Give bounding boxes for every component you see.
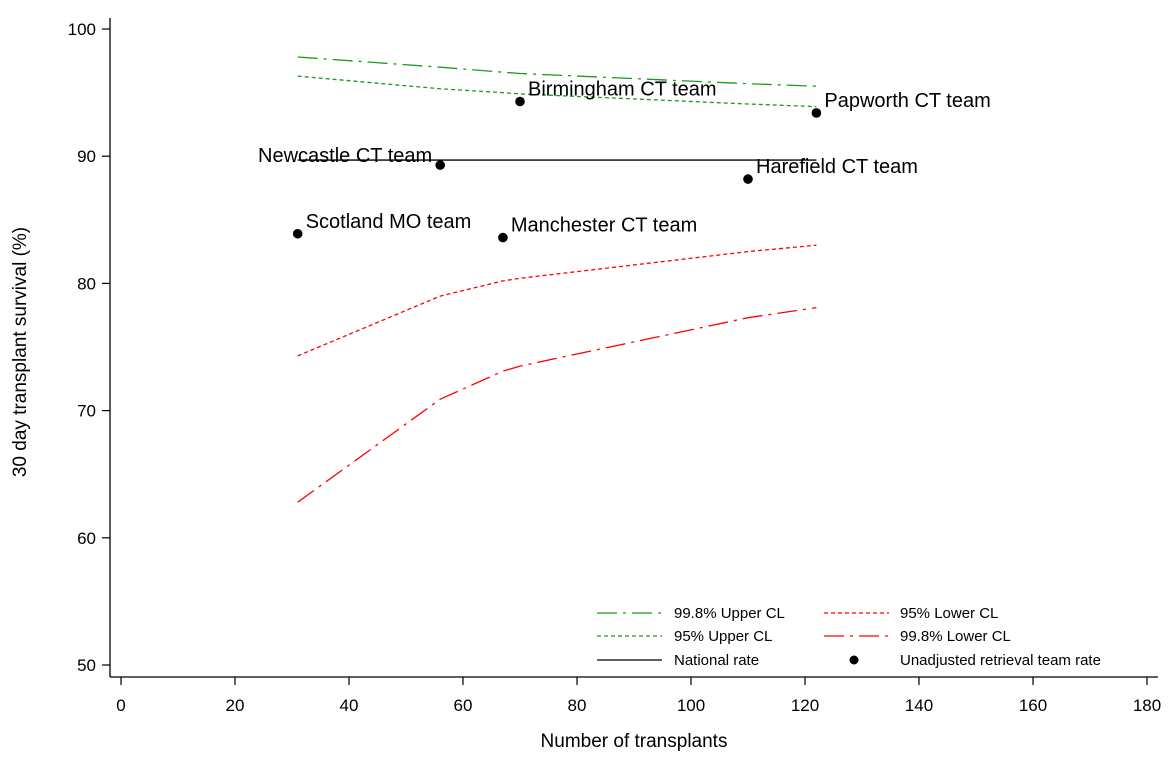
x-tick-label: 20 — [226, 696, 245, 715]
legend-label: National rate — [674, 652, 759, 669]
series-line-3 — [297, 306, 817, 503]
legend-label: 99.8% Lower CL — [900, 628, 1011, 645]
x-tick-label: 140 — [905, 696, 933, 715]
y-tick-label: 90 — [77, 147, 96, 166]
x-tick-label: 180 — [1133, 696, 1161, 715]
legend-label: Unadjusted retrieval team rate — [900, 652, 1101, 669]
x-tick-label: 80 — [568, 696, 587, 715]
x-tick-label: 40 — [340, 696, 359, 715]
x-tick-label: 0 — [116, 696, 125, 715]
team-label: Scotland MO team — [306, 211, 472, 233]
team-point — [498, 232, 508, 243]
series-line-1 — [297, 75, 817, 108]
data-points: Scotland MO team Newcastle CT team Manches… — [258, 79, 991, 243]
y-tick-label: 70 — [77, 402, 96, 421]
y-tick-label: 60 — [77, 529, 96, 548]
team-label: Newcastle CT team — [258, 145, 432, 167]
legend-marker — [849, 655, 859, 665]
x-axis-label: Number of transplants — [541, 731, 728, 752]
legend-label: 99.8% Upper CL — [674, 605, 785, 622]
team-point — [435, 160, 446, 170]
x-tick-label: 120 — [791, 696, 819, 715]
legend-label: 95% Lower CL — [900, 605, 998, 622]
series-line-0 — [297, 56, 817, 87]
team-point — [515, 96, 525, 107]
series-line-2 — [297, 244, 817, 357]
team-label: Harefield CT team — [756, 156, 918, 178]
y-tick-label: 100 — [68, 20, 96, 39]
team-point — [811, 108, 822, 118]
legend: 99.8% Upper CL 95% Lower CL 95% Upper CL 99… — [597, 605, 1101, 669]
y-tick-label: 50 — [77, 656, 96, 675]
x-tick-label: 100 — [677, 696, 705, 715]
team-point — [292, 228, 303, 239]
series-lines — [297, 56, 817, 503]
x-tick-label: 160 — [1019, 696, 1047, 715]
x-tick-label: 60 — [454, 696, 473, 715]
team-label: Papworth CT team — [824, 90, 990, 112]
axes: 0 20 40 60 80 100 120 140 160 180 50 60 70 80 90 100 — [68, 18, 1161, 715]
team-label: Manchester CT team — [511, 215, 697, 237]
team-label: Birmingham CT team — [528, 79, 717, 101]
y-axis-label: 30 day transplant survival (%) — [10, 227, 31, 477]
legend-label: 95% Upper CL — [674, 628, 772, 645]
y-tick-label: 80 — [77, 274, 96, 293]
team-point — [743, 174, 753, 184]
